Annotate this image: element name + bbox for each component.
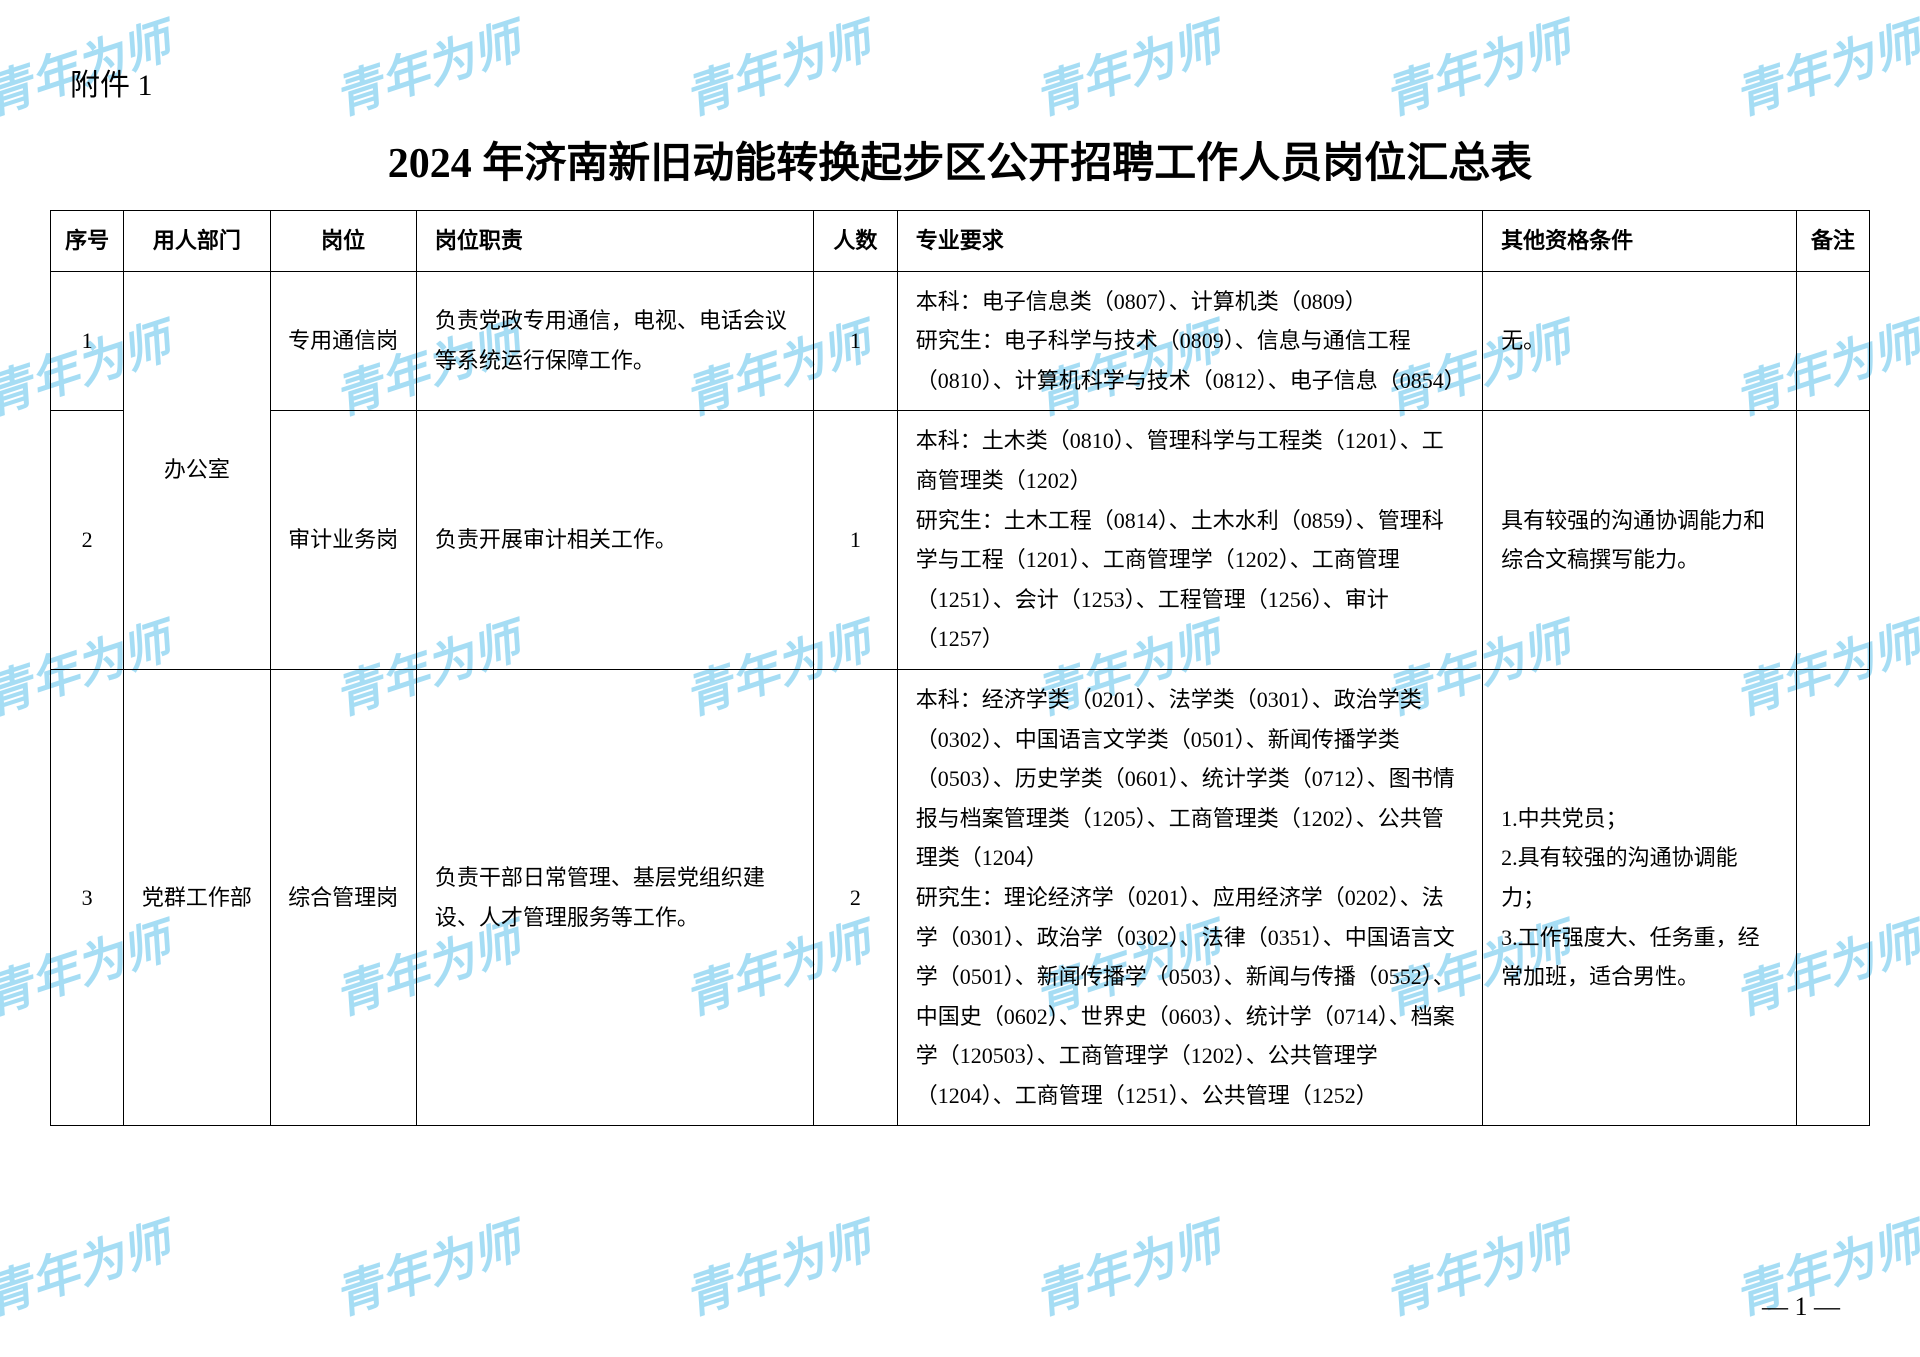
cell-num: 1 (814, 411, 898, 670)
cell-num: 2 (814, 669, 898, 1126)
cell-note (1796, 271, 1869, 411)
cell-note (1796, 669, 1869, 1126)
cell-other: 无。 (1483, 271, 1797, 411)
cell-position: 审计业务岗 (270, 411, 416, 670)
cell-duty: 负责干部日常管理、基层党组织建设、人才管理服务等工作。 (416, 669, 813, 1126)
watermark: 青年为师 (674, 1202, 878, 1328)
document-content: 附件 1 2024 年济南新旧动能转换起步区公开招聘工作人员岗位汇总表 序号 用… (0, 0, 1920, 1166)
cell-dept: 办公室 (124, 271, 270, 669)
header-note: 备注 (1796, 211, 1869, 272)
cell-other: 具有较强的沟通协调能力和综合文稿撰写能力。 (1483, 411, 1797, 670)
cell-num: 1 (814, 271, 898, 411)
cell-req: 本科：电子信息类（0807）、计算机类（0809）研究生：电子科学与技术（080… (897, 271, 1482, 411)
table-row: 3党群工作部综合管理岗负责干部日常管理、基层党组织建设、人才管理服务等工作。2本… (51, 669, 1870, 1126)
header-num: 人数 (814, 211, 898, 272)
table-row: 2 审计业务岗负责开展审计相关工作。1本科：土木类（0810）、管理科学与工程类（… (51, 411, 1870, 670)
cell-position: 综合管理岗 (270, 669, 416, 1126)
cell-req: 本科：经济学类（0201）、法学类（0301）、政治学类（0302）、中国语言文… (897, 669, 1482, 1126)
watermark: 青年为师 (324, 1202, 528, 1328)
cell-note (1796, 411, 1869, 670)
header-duty: 岗位职责 (416, 211, 813, 272)
table-row: 1办公室专用通信岗负责党政专用通信，电视、电话会议等系统运行保障工作。1本科：电… (51, 271, 1870, 411)
watermark: 青年为师 (1024, 1202, 1228, 1328)
cell-seq: 1 (51, 271, 124, 411)
header-position: 岗位 (270, 211, 416, 272)
attachment-label: 附件 1 (70, 60, 1870, 104)
header-row: 序号 用人部门 岗位 岗位职责 人数 专业要求 其他资格条件 备注 (51, 211, 1870, 272)
page-number: — 1 — (1762, 1292, 1840, 1322)
job-table: 序号 用人部门 岗位 岗位职责 人数 专业要求 其他资格条件 备注 1办公室专用… (50, 210, 1870, 1126)
header-other: 其他资格条件 (1483, 211, 1797, 272)
cell-seq: 3 (51, 669, 124, 1126)
cell-position: 专用通信岗 (270, 271, 416, 411)
header-seq: 序号 (51, 211, 124, 272)
cell-duty: 负责开展审计相关工作。 (416, 411, 813, 670)
cell-seq: 2 (51, 411, 124, 670)
watermark: 青年为师 (0, 1202, 178, 1328)
watermark: 青年为师 (1374, 1202, 1578, 1328)
header-dept: 用人部门 (124, 211, 270, 272)
cell-dept: 党群工作部 (124, 669, 270, 1126)
cell-req: 本科：土木类（0810）、管理科学与工程类（1201）、工商管理类（1202）研… (897, 411, 1482, 670)
main-title: 2024 年济南新旧动能转换起步区公开招聘工作人员岗位汇总表 (50, 129, 1870, 190)
cell-duty: 负责党政专用通信，电视、电话会议等系统运行保障工作。 (416, 271, 813, 411)
header-req: 专业要求 (897, 211, 1482, 272)
cell-other: 1.中共党员；2.具有较强的沟通协调能力；3.工作强度大、任务重，经常加班，适合… (1483, 669, 1797, 1126)
